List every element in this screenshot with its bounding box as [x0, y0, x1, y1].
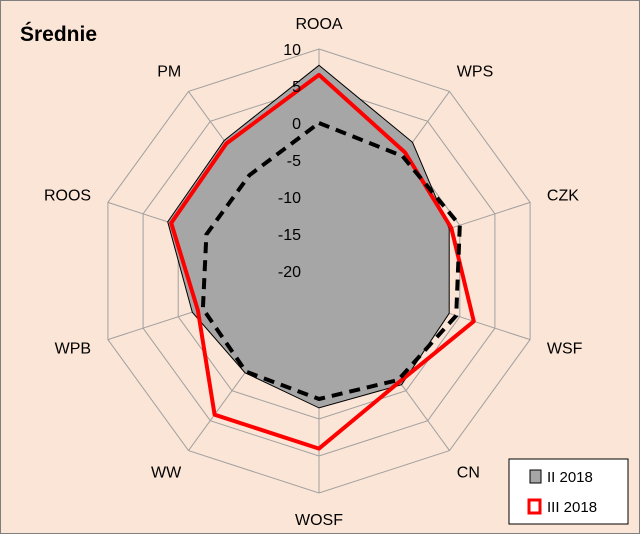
tick-label: -20	[278, 264, 301, 281]
axis-label-pm: PM	[157, 63, 181, 80]
tick-label: -5	[287, 153, 301, 170]
legend-label-ii-2018: II 2018	[547, 469, 593, 486]
axis-label-czk: CZK	[547, 187, 579, 204]
series-iii-2018	[169, 72, 476, 451]
tick-labels: 10 5 0 -5 -10 -15 -20	[278, 42, 301, 281]
legend-swatch-iii-2018	[527, 498, 542, 515]
axis-label-roos: ROOS	[44, 187, 91, 204]
series-series-3	[200, 121, 462, 401]
legend-label-iii-2018: III 2018	[547, 499, 597, 516]
tick-label: 10	[283, 42, 301, 59]
tick-label: 5	[292, 79, 301, 96]
axis-label-wps: WPS	[457, 63, 493, 80]
tick-label: -10	[278, 190, 301, 207]
axis-label-wsf: WSF	[547, 341, 583, 358]
legend-swatch-ii-2018	[529, 469, 542, 484]
axis-label-wpb: WPB	[55, 341, 91, 358]
tick-label: -15	[278, 227, 301, 244]
chart-title: Średnie	[20, 22, 97, 46]
legend: II 2018 III 2018	[508, 458, 629, 525]
series-layer	[167, 64, 476, 451]
axis-label-ww: WW	[151, 465, 182, 482]
category-labels: ROOA WPS CZK WSF CN WOSF WW WPB ROOS PM	[44, 16, 583, 529]
axis-label-rooa: ROOA	[295, 16, 342, 33]
series-ii-2018	[167, 64, 450, 409]
axis-label-cn: CN	[457, 465, 480, 482]
tick-label: 0	[292, 116, 301, 133]
axis-label-wosf: WOSF	[295, 512, 343, 529]
